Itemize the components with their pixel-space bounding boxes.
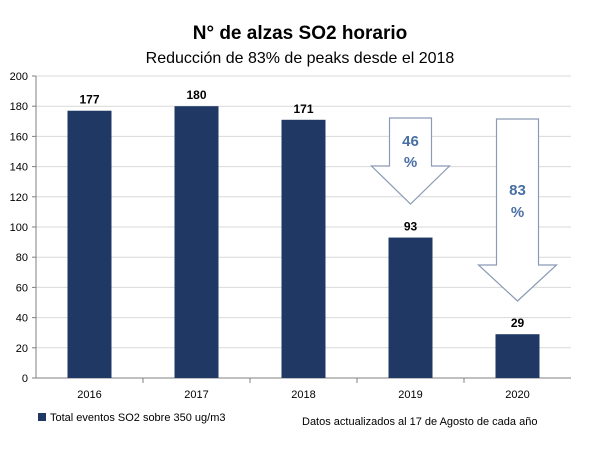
x-tick-label: 2019	[398, 389, 422, 401]
y-tick-label: 100	[10, 222, 28, 234]
bar	[388, 237, 433, 378]
y-axis: 0 20 40 60 80 100 120 140 160 180 200	[10, 71, 571, 385]
chart-subtitle: Reducción de 83% de peaks desde el 2018	[146, 50, 455, 67]
bars: 177 180 171 93 29	[67, 88, 540, 378]
legend-swatch	[38, 413, 46, 421]
bar	[174, 106, 219, 378]
y-tick-label: 20	[16, 343, 28, 355]
annotation-percent: %	[511, 204, 524, 221]
down-arrow-annotation	[476, 118, 559, 302]
legend-label: Total eventos SO2 sobre 350 ug/m3	[50, 412, 226, 424]
x-tick-label: 2016	[77, 389, 101, 401]
bar	[495, 334, 540, 378]
down-arrow-annotation	[370, 117, 451, 205]
y-tick-label: 140	[10, 162, 28, 174]
data-label: 171	[293, 102, 313, 116]
data-label: 93	[404, 220, 418, 234]
x-axis: 2016 2017 2018 2019 2020	[77, 378, 530, 401]
y-tick-label: 80	[16, 252, 28, 264]
footnote: Datos actualizados al 17 de Agosto de ca…	[302, 416, 537, 428]
annotation-value: 46	[402, 133, 419, 150]
y-tick-label: 0	[22, 373, 28, 385]
y-tick-label: 180	[10, 101, 28, 113]
y-tick-label: 120	[10, 192, 28, 204]
annotation-arrows: 46% 83%	[370, 117, 559, 302]
annotation-percent: %	[404, 154, 417, 171]
chart-title: N° de alzas SO2 horario	[193, 23, 408, 44]
data-label: 29	[511, 316, 525, 330]
data-label: 177	[79, 93, 99, 107]
x-tick-label: 2018	[291, 389, 315, 401]
x-tick-label: 2017	[184, 389, 208, 401]
y-tick-label: 40	[16, 313, 28, 325]
x-tick-label: 2020	[505, 389, 529, 401]
y-tick-label: 200	[10, 71, 28, 83]
y-tick-label: 160	[10, 131, 28, 143]
y-tick-label: 60	[16, 282, 28, 294]
bar	[67, 110, 112, 378]
annotation-value: 83	[509, 182, 526, 199]
bar	[281, 119, 326, 378]
data-label: 180	[186, 88, 206, 102]
